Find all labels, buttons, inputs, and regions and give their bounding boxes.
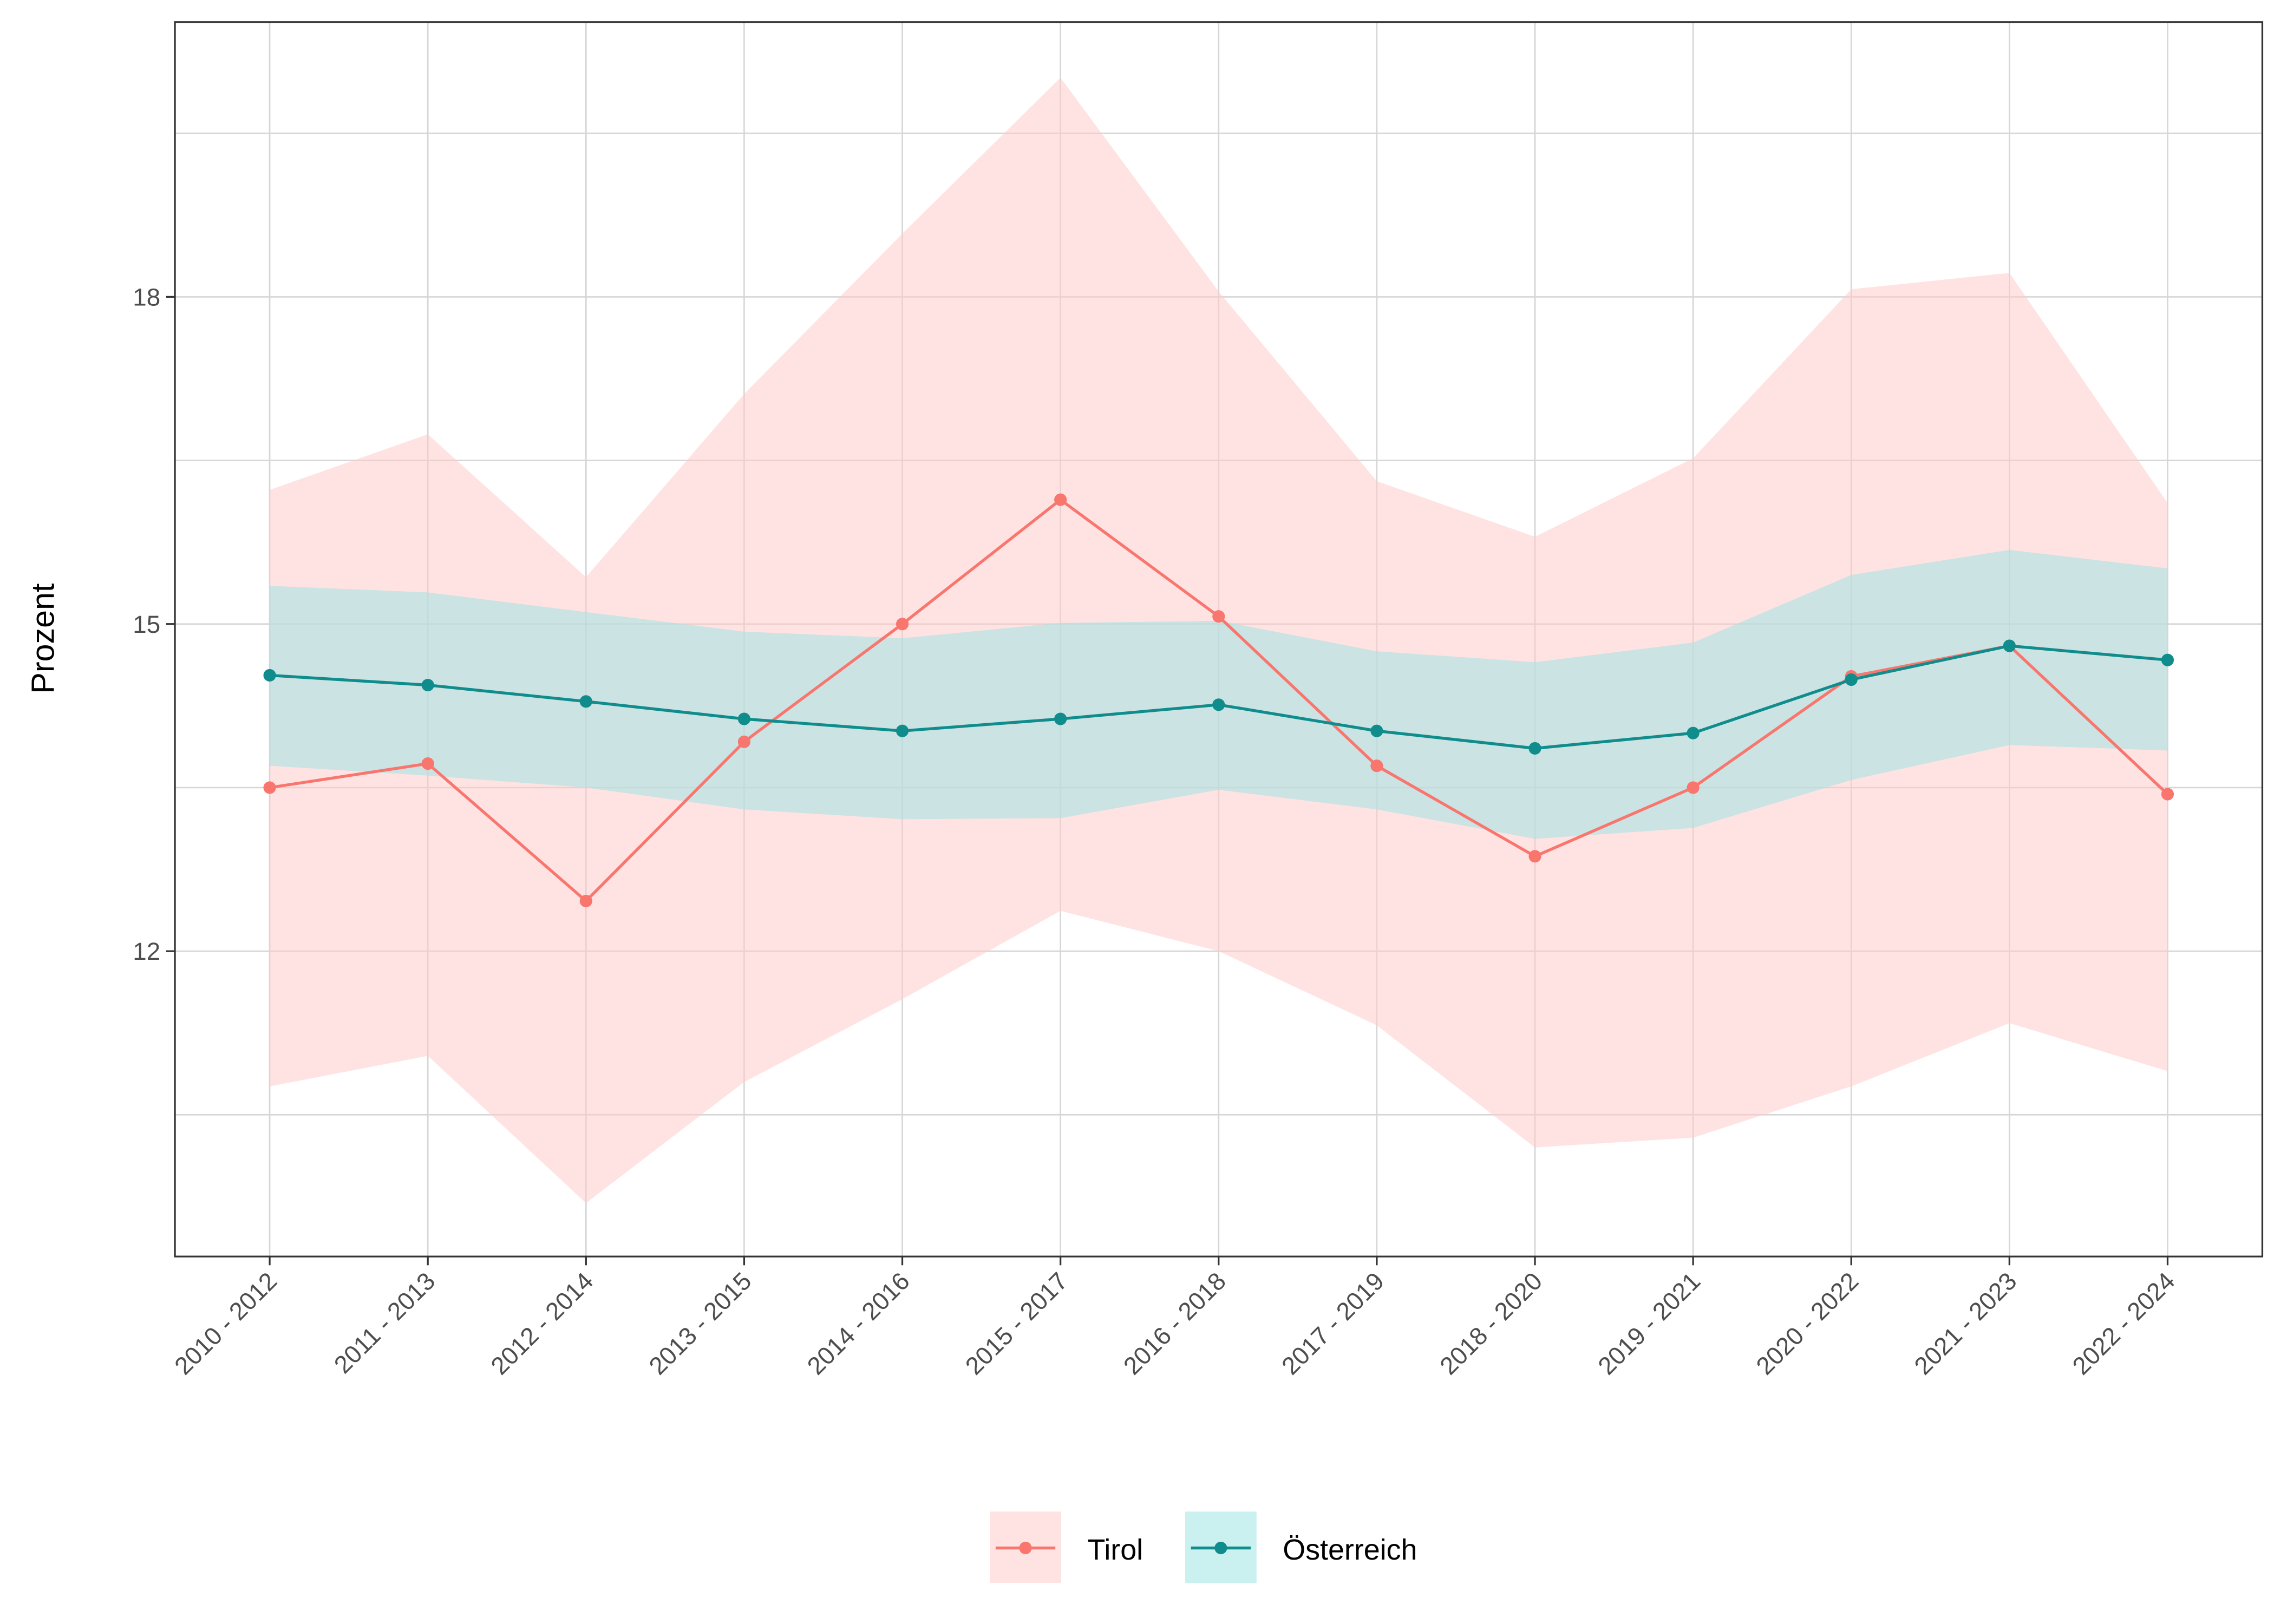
point-tirol <box>1212 610 1225 623</box>
point-tirol <box>1687 781 1700 794</box>
x-tick-label: 2014 - 2016 <box>802 1267 915 1380</box>
x-tick-label: 2021 - 2023 <box>1909 1267 2022 1380</box>
band-österreich <box>270 549 2168 839</box>
x-tick-label: 2011 - 2013 <box>329 1267 440 1379</box>
point-österreich <box>896 724 909 737</box>
legend-label: Tirol <box>1087 1534 1143 1566</box>
point-österreich <box>579 695 592 708</box>
x-tick-label: 2020 - 2022 <box>1751 1267 1864 1380</box>
x-tick-label: 2017 - 2019 <box>1276 1267 1389 1380</box>
x-tick-label: 2013 - 2015 <box>644 1267 757 1380</box>
y-tick-label: 12 <box>133 938 160 965</box>
point-tirol <box>1054 493 1067 506</box>
point-österreich <box>1528 742 1541 755</box>
series-lines <box>263 493 2174 908</box>
x-tick-label: 2012 - 2014 <box>486 1267 599 1380</box>
point-österreich <box>2003 639 2016 652</box>
point-österreich <box>1370 724 1383 737</box>
y-tick-label: 18 <box>133 284 160 311</box>
point-tirol <box>1370 759 1383 772</box>
x-tick-label: 2019 - 2021 <box>1593 1267 1706 1380</box>
point-österreich <box>2161 653 2174 666</box>
y-tick-label: 15 <box>133 611 160 638</box>
x-tick-label: 2010 - 2012 <box>169 1267 283 1380</box>
x-tick-label: 2022 - 2024 <box>2067 1267 2180 1380</box>
y-axis: 12 15 18 <box>133 284 175 965</box>
point-tirol <box>421 757 434 770</box>
point-österreich <box>263 669 276 682</box>
legend-point-tirol <box>1019 1542 1032 1555</box>
point-österreich <box>421 678 434 692</box>
point-tirol <box>263 781 276 794</box>
point-österreich <box>737 712 750 725</box>
point-tirol <box>737 735 750 748</box>
point-tirol <box>1528 850 1541 863</box>
x-tick-label: 2018 - 2020 <box>1434 1267 1547 1380</box>
legend: Tirol Österreich <box>990 1511 1417 1583</box>
point-österreich <box>1687 726 1700 739</box>
point-österreich <box>1845 673 1858 686</box>
legend-label: Österreich <box>1283 1534 1417 1566</box>
point-tirol <box>579 894 592 908</box>
legend-point-österreich <box>1214 1542 1227 1555</box>
confidence-bands <box>270 77 2168 1203</box>
x-axis: 2010 - 2012 2011 - 2013 2012 - 2014 2013 - … <box>169 1256 2180 1380</box>
point-österreich <box>1054 712 1067 725</box>
x-tick-label: 2016 - 2018 <box>1118 1267 1231 1380</box>
point-österreich <box>1212 698 1225 711</box>
x-tick-label: 2015 - 2017 <box>960 1267 1073 1380</box>
point-tirol <box>2161 788 2174 801</box>
point-tirol <box>896 618 909 631</box>
y-axis-label: Prozent <box>25 583 61 694</box>
